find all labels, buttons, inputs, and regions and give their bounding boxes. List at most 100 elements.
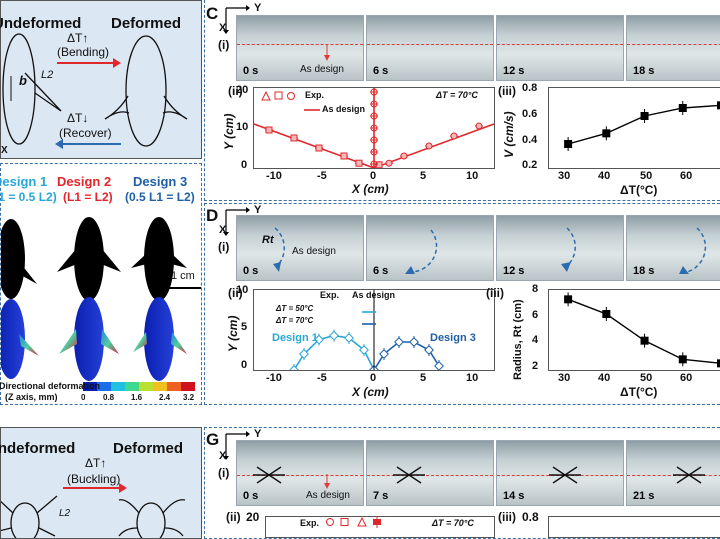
data-point	[329, 330, 339, 341]
l2-label: L2	[41, 69, 54, 81]
design3-sub: (0.5 L1 = L2)	[125, 190, 195, 204]
c-iii-chart	[548, 87, 720, 169]
colorbar-tick: 2.4	[159, 393, 171, 402]
d-iii-tick-x: 60	[680, 372, 693, 384]
as-design-label: As design	[300, 64, 344, 75]
data-point	[290, 134, 298, 142]
d-iii-tick-y: 8	[532, 283, 539, 295]
data-point	[425, 142, 433, 150]
as-design-arrow	[324, 44, 330, 61]
f-buckling: (Buckling)	[67, 472, 121, 486]
data-point	[344, 333, 354, 343]
f-delta-t-up: ΔT↑	[85, 456, 107, 470]
delta-t-up-label: ΔT↑	[67, 31, 89, 45]
panel-g-sub-i: (i)	[218, 466, 230, 480]
panel-d-axes-icon	[223, 207, 250, 236]
data-point	[409, 337, 419, 347]
d-iii-xlabel: ΔT(°C)	[620, 385, 658, 399]
d-ii-ylabel: Y (cm)	[226, 315, 240, 352]
video-frame: 18 s	[626, 15, 720, 81]
panel-c-letter: C	[206, 4, 219, 23]
recover-label: (Recover)	[59, 126, 112, 140]
scale-bar-label: 1 cm	[171, 270, 195, 282]
data-point	[400, 152, 408, 160]
c-ii-tick-x: -10	[266, 170, 282, 182]
data-point	[379, 349, 389, 359]
f-deformed-title: Deformed	[113, 440, 184, 457]
data-point	[370, 112, 378, 120]
g-ii-ytop: 20	[246, 510, 260, 524]
legend-marker	[274, 91, 283, 100]
data-point	[370, 160, 378, 168]
c-ii-ylabel: Y (cm)	[222, 113, 236, 150]
g-ii-legend-markers	[326, 516, 381, 528]
data-point	[717, 359, 720, 368]
colorbar-tick: 3.2	[183, 393, 195, 402]
design-silhouettes	[1, 217, 201, 391]
d-ii-dt50: ΔT = 50°C	[276, 304, 314, 313]
panel-d-sub-i: (i)	[218, 240, 230, 254]
panel-c-axis-y: Y	[254, 2, 262, 14]
data-point	[370, 136, 378, 144]
c-iii-tick-y: 0.4	[522, 134, 538, 146]
data-point	[289, 365, 299, 370]
data-point	[640, 112, 649, 120]
video-frame: 12 s	[496, 15, 624, 81]
f-l2-label: L2	[59, 508, 71, 519]
c-ii-dt-note: ΔT = 70°C	[436, 90, 478, 100]
d-iii-chart	[548, 289, 720, 371]
data-point	[564, 295, 573, 304]
deformed-title: Deformed	[111, 15, 182, 32]
data-point	[678, 355, 687, 364]
data-point	[450, 132, 458, 140]
data-point	[340, 152, 348, 160]
panel-c-axes-icon	[223, 5, 250, 34]
c-iii-ylabel: V (cm/s)	[502, 111, 516, 158]
data-point	[717, 101, 720, 110]
undeformed-title: Undeformed	[0, 15, 82, 32]
delta-t-down-label: ΔT↓	[67, 111, 89, 125]
d-iii-tick-x: 40	[598, 372, 611, 384]
d-iii-tick-y: 4	[532, 334, 539, 346]
d-ii-chart	[253, 289, 495, 371]
c-iii-tick-x: 40	[598, 170, 611, 182]
panel-c-sub-iii: (iii)	[498, 84, 516, 98]
design2-sub: (L1 = L2)	[63, 190, 113, 204]
data-point	[370, 124, 378, 132]
data-point	[370, 88, 378, 96]
data-point	[385, 159, 393, 167]
c-iii-tick-y: 0.2	[522, 159, 538, 171]
d-ii-tick-x: 5	[420, 372, 427, 384]
d-ii-tick-y: 10	[236, 284, 249, 296]
d-iii-tick-y: 2	[532, 360, 539, 372]
d-iii-ylabel: Radius, Rt (cm)	[512, 299, 524, 380]
video-frame: 0 s	[236, 440, 364, 506]
d-ii-tick-x: -10	[266, 372, 282, 384]
c-ii-tick-y: 0	[241, 159, 248, 171]
panel-b: Design 1 (L1 = 0.5 L2) Design 2 (L1 = L2…	[0, 163, 202, 405]
c-ii-tick-x: -5	[317, 170, 327, 182]
panel-d-sub-ii: (ii)	[228, 286, 243, 300]
data-point	[370, 148, 378, 156]
rt-label: Rt	[262, 234, 274, 246]
bending-label: (Bending)	[57, 45, 110, 59]
video-frame: 0 s	[236, 15, 364, 81]
undeformed-boat-drawing	[2, 33, 188, 149]
d-ii-legend-exp: Exp.	[320, 290, 340, 300]
video-frame: 18 s	[626, 215, 720, 281]
legend-marker	[261, 90, 271, 101]
d-ii-dt70: ΔT = 70°C	[276, 316, 314, 325]
b-label: b	[19, 73, 27, 88]
d-ii-xlabel: X (cm)	[352, 385, 389, 399]
data-point	[564, 140, 573, 148]
panel-a: Undeformed Deformed ΔT↑ (Bending) ΔT↓ (R…	[0, 0, 202, 159]
data-point	[394, 337, 404, 347]
panel-d-sub-iii: (iii)	[486, 286, 504, 300]
video-frame: 12 s	[496, 215, 624, 281]
panel-d-axis-x: X	[219, 224, 227, 236]
data-point	[678, 104, 687, 112]
design1-title: Design 1	[0, 174, 48, 189]
speed-line	[567, 104, 720, 145]
c-ii-tick-x: 5	[420, 170, 427, 182]
g-iii-chart-frame	[548, 516, 720, 538]
